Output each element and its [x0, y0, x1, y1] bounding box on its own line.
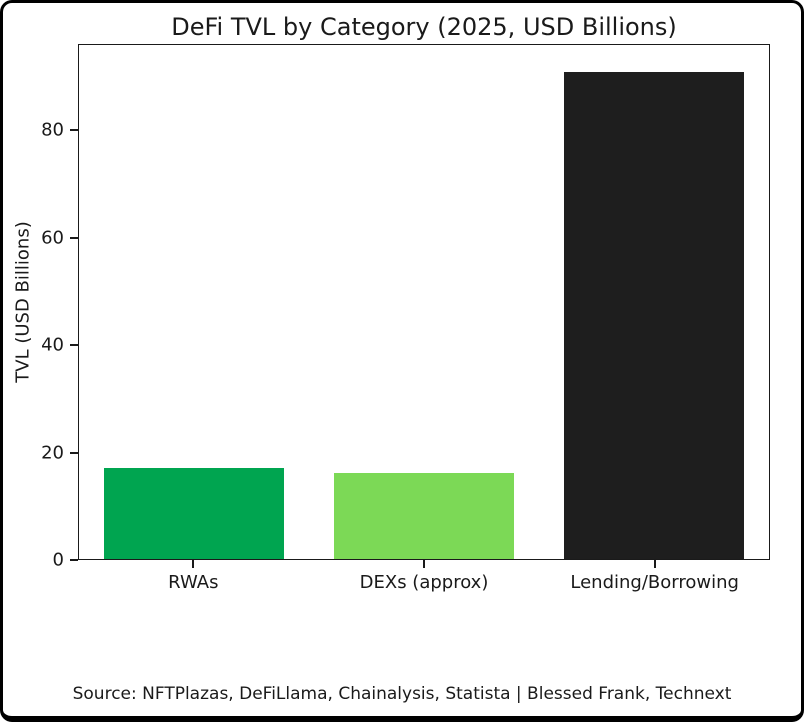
- x-tick-label: Lending/Borrowing: [570, 572, 739, 593]
- bar-dexs-approx: [334, 473, 514, 559]
- x-tick-mark: [653, 560, 656, 568]
- bars-container: [79, 45, 769, 559]
- y-tick-label: 20: [41, 442, 64, 463]
- y-tick-mark: [70, 344, 78, 346]
- y-tick-label: 80: [41, 119, 64, 141]
- source-caption: Source: NFTPlazas, DeFiLlama, Chainalysi…: [72, 684, 732, 704]
- y-axis-ticks: 0 20 40 60 80: [3, 44, 78, 571]
- bar-slot-lending-borrowing: [539, 45, 769, 559]
- y-tick-label: 0: [52, 549, 64, 571]
- bar-slot-dexs-approx: [309, 45, 539, 559]
- x-tick-mark: [192, 560, 195, 568]
- y-tick-mark: [70, 236, 78, 239]
- y-tick-mark: [70, 451, 78, 454]
- y-tick-label: 60: [41, 227, 64, 248]
- bar-lending-borrowing: [564, 71, 744, 559]
- x-tick-label: DEXs (approx): [359, 572, 489, 593]
- x-tick-mark: [423, 560, 425, 568]
- y-tick-mark: [70, 129, 78, 131]
- y-tick-label: 40: [41, 334, 64, 356]
- x-axis-ticks: RWAs DEXs (approx) Lending/Borrowing: [78, 560, 770, 600]
- chart-title: DeFi TVL by Category (2025, USD Billions…: [171, 13, 677, 41]
- bar-rwas: [104, 467, 284, 559]
- x-tick-label: RWAs: [168, 572, 219, 593]
- bar-slot-rwas: [79, 45, 309, 559]
- axes-box: [78, 44, 770, 560]
- y-tick-mark: [70, 559, 78, 561]
